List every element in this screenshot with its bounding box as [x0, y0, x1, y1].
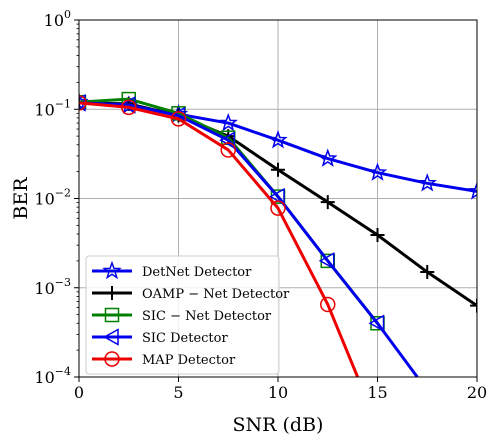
legend-label: MAP Detector — [142, 353, 236, 368]
data-point — [271, 162, 285, 177]
series-line — [79, 101, 359, 377]
y-tick-labels: 100 10−1 10−2 10−3 10−4 — [34, 8, 71, 387]
data-point — [170, 111, 187, 127]
legend-marker — [104, 351, 120, 367]
data-point — [320, 195, 335, 210]
data-point — [417, 173, 437, 192]
legend-marker — [102, 328, 119, 346]
legend-marker — [105, 286, 119, 300]
x-axis-title: SNR (dB) — [233, 414, 324, 436]
x-tick-labels: 0 5 10 15 20 — [74, 383, 487, 402]
data-point — [268, 187, 285, 206]
data-point — [370, 227, 385, 242]
x-tick-label: 15 — [367, 383, 387, 402]
y-tick-label: 10−4 — [34, 365, 71, 387]
legend-entry: SIC − Net Detector — [92, 307, 272, 324]
legend-label: SIC Detector — [142, 331, 228, 346]
legend-entry: OAMP − Net Detector — [92, 286, 290, 302]
legend-label: DetNet Detector — [142, 265, 252, 280]
y-tick-label: 10−2 — [34, 187, 71, 209]
y-tick-label: 100 — [44, 8, 71, 30]
series-5 — [79, 95, 359, 377]
data-point — [121, 99, 137, 116]
data-point — [268, 130, 288, 149]
data-point — [218, 112, 238, 132]
x-tick-label: 20 — [467, 383, 487, 402]
data-point — [320, 296, 336, 313]
data-point — [467, 181, 477, 200]
x-tick-label: 0 — [74, 383, 84, 402]
data-point — [367, 162, 388, 181]
series-line — [79, 101, 419, 377]
legend-marker — [102, 260, 122, 280]
y-tick-label: 10−1 — [34, 97, 71, 119]
data-point — [270, 200, 286, 216]
x-tick-label: 5 — [173, 383, 183, 402]
data-point — [79, 95, 87, 111]
legend: DetNet Detector OAMP − Net Detector SIC − … — [85, 255, 290, 375]
data-point — [420, 265, 435, 280]
legend-entry: SIC Detector — [92, 328, 228, 346]
data-point — [318, 148, 338, 167]
data-point — [368, 314, 385, 333]
tick-marks — [74, 19, 478, 382]
legend-entry: DetNet Detector — [92, 260, 252, 280]
data-point — [219, 131, 235, 149]
legend-marker — [104, 307, 120, 323]
y-tick-label: 10−3 — [34, 276, 71, 298]
data-point — [470, 298, 477, 313]
legend-entry: MAP Detector — [92, 351, 236, 368]
legend-label: OAMP − Net Detector — [142, 287, 290, 302]
x-tick-label: 10 — [268, 383, 288, 402]
y-axis-title: BER — [10, 177, 32, 220]
data-point — [220, 142, 236, 158]
legend-box — [85, 255, 280, 375]
legend-label: SIC − Net Detector — [142, 309, 272, 324]
data-point — [318, 252, 335, 270]
series-layer — [79, 91, 477, 377]
